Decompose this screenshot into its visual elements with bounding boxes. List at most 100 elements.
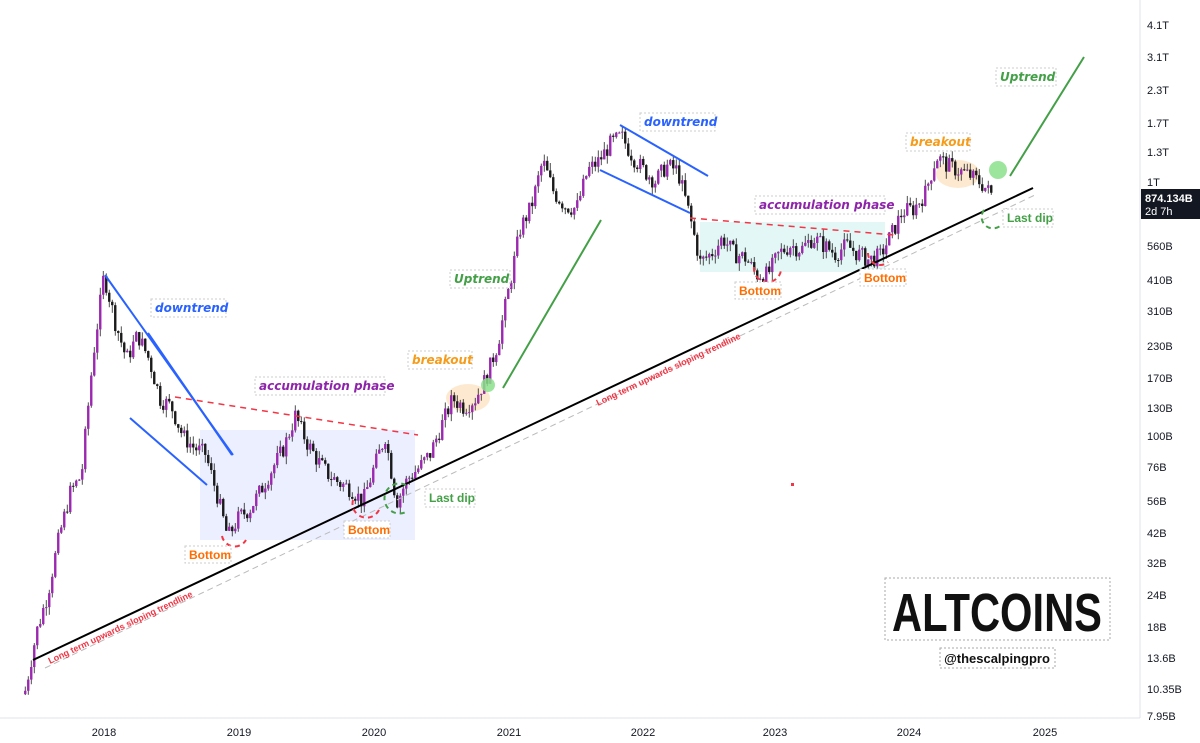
candle-body (804, 242, 807, 246)
candle-body (333, 477, 336, 480)
candle-body (855, 250, 858, 261)
candle-body (63, 511, 66, 528)
candle-body (501, 320, 504, 344)
candle-body (597, 157, 600, 167)
candle-body (288, 436, 291, 438)
candle-body (114, 305, 117, 332)
candle-body (840, 249, 843, 261)
candle-body (375, 453, 378, 468)
y-tick-label: 2.3T (1147, 85, 1169, 97)
y-tick-label: 56B (1147, 496, 1167, 508)
candle-body (186, 430, 189, 448)
candle-body (426, 453, 429, 458)
candle-body (300, 421, 303, 423)
candle-body (228, 526, 231, 531)
candle-body (594, 161, 597, 167)
candle-body (210, 463, 213, 471)
candle-body (270, 473, 273, 485)
candle-body (330, 478, 333, 480)
candle-body (468, 412, 471, 414)
candle-body (834, 252, 837, 261)
candle-body (696, 234, 699, 256)
candle-body (672, 160, 675, 169)
candle-body (708, 254, 711, 258)
candle-body (801, 245, 804, 253)
y-tick-label: 24B (1147, 590, 1167, 602)
title-block: ALTCOINS @thescalpingpro (884, 577, 1111, 669)
candle-body (753, 262, 756, 271)
candle-body (606, 149, 609, 156)
y-tick-label: 10.35B (1147, 684, 1182, 696)
candle-body (489, 357, 492, 384)
annotation-downtrend-1-text: downtrend (155, 301, 229, 315)
candle-body (621, 131, 624, 133)
candle-body (249, 512, 252, 519)
candle-body (69, 485, 72, 513)
candle-body (141, 338, 144, 346)
candle-body (858, 249, 861, 261)
y-tick-label: 13.6B (1147, 653, 1176, 665)
y-tick-label: 7.95B (1147, 711, 1176, 723)
candle-body (438, 438, 441, 440)
candle-body (951, 158, 954, 162)
candle-body (555, 191, 558, 202)
candle-body (939, 156, 942, 161)
bottom-arc-1 (221, 535, 247, 548)
candle-body (531, 202, 534, 207)
candle-body (528, 202, 531, 222)
candle-body (285, 437, 288, 457)
candle-body (39, 623, 42, 627)
candle-body (861, 248, 864, 250)
candle-body (372, 467, 375, 483)
candle-body (816, 236, 819, 244)
candle-body (630, 155, 633, 161)
candle-body (927, 183, 930, 186)
y-tick-label: 230B (1147, 341, 1173, 353)
candle-body (765, 266, 768, 284)
annotation-bottom-1: Bottom (184, 545, 232, 564)
candle-body (726, 244, 729, 246)
candle-body (660, 164, 663, 171)
candle-body (234, 528, 237, 532)
candle-body (618, 132, 621, 134)
candle-body (192, 443, 195, 448)
breakout-marker-2 (989, 161, 1007, 179)
candle-body (738, 256, 741, 264)
candle-body (90, 375, 93, 406)
x-tick-label: 2024 (897, 727, 921, 739)
candle-body (759, 278, 762, 280)
x-tick-label: 2020 (362, 727, 386, 739)
candle-body (345, 483, 348, 485)
candle-body (177, 424, 180, 428)
y-tick-label: 310B (1147, 306, 1173, 318)
annotation-downtrend-2-text: downtrend (644, 115, 718, 129)
candle-body (894, 225, 897, 234)
candle-body (351, 496, 354, 499)
annotation-accum-2-text: accumulation phase (759, 198, 894, 212)
candle-body (729, 240, 732, 245)
y-tick-label: 32B (1147, 558, 1167, 570)
candle-body (969, 169, 972, 178)
candle-body (963, 169, 966, 171)
candle-body (750, 262, 753, 264)
candle-body (615, 132, 618, 137)
candle-body (723, 237, 726, 246)
candle-body (525, 217, 528, 222)
candle-body (33, 645, 36, 668)
candle-body (591, 161, 594, 167)
candle-body (492, 357, 495, 363)
candle-body (342, 483, 345, 487)
y-tick-label: 1.3T (1147, 147, 1169, 159)
candle-body (678, 165, 681, 184)
candle-body (783, 248, 786, 253)
candle-body (690, 205, 693, 222)
candle-body (282, 446, 285, 457)
candle-body (624, 131, 627, 144)
candle-body (216, 485, 219, 504)
candle-body (402, 488, 405, 496)
candle-body (786, 252, 789, 255)
candle-body (453, 395, 456, 402)
candle-body (198, 445, 201, 451)
candle-body (510, 283, 513, 289)
candle-body (792, 246, 795, 248)
